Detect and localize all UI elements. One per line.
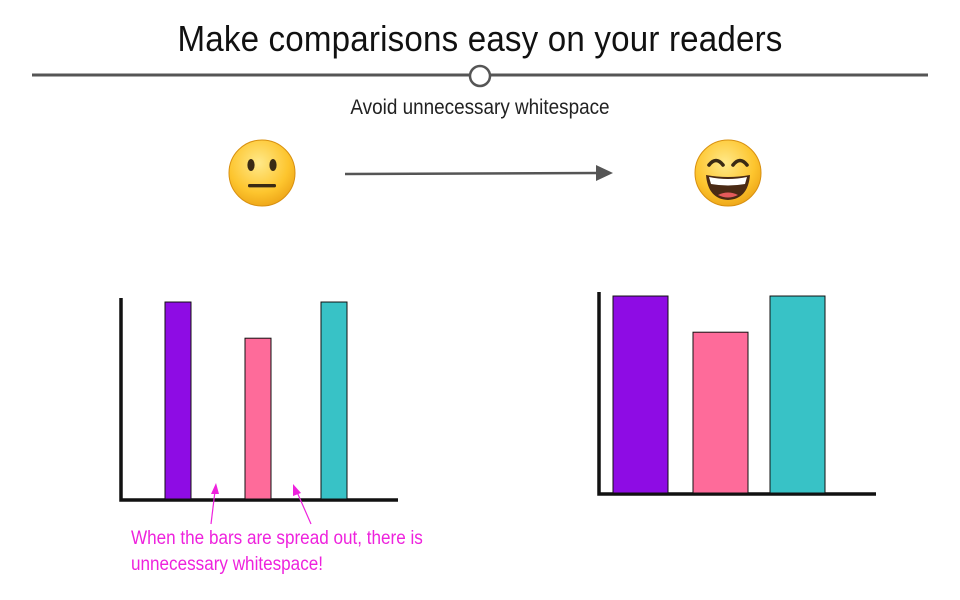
neutral-face-icon <box>228 139 296 207</box>
compact-bar-1 <box>612 295 669 494</box>
chart-compact-bars <box>612 295 826 494</box>
caption-line-1: When the bars are spread out, there is <box>131 528 423 549</box>
caption-line-2: unnecessary whitespace! <box>131 554 324 575</box>
chart-spread-bars <box>164 301 348 500</box>
divider-knob <box>468 64 492 88</box>
grinning-face-icon <box>694 139 762 207</box>
annotation-caption: When the bars are spread out, there is u… <box>131 526 455 578</box>
spread-bar-2 <box>244 337 272 500</box>
progression-arrow <box>344 165 613 181</box>
compact-bar-2 <box>692 331 749 494</box>
subtitle: Avoid unnecessary whitespace <box>350 96 610 119</box>
chart-spread-axes <box>119 298 398 502</box>
spread-bar-1 <box>164 301 192 500</box>
spread-bar-3 <box>320 301 348 500</box>
whitespace-pointer-2 <box>293 484 312 525</box>
whitespace-pointer-1 <box>210 483 219 525</box>
chart-compact-axes <box>597 292 876 496</box>
compact-bar-3 <box>769 295 826 494</box>
page-title: Make comparisons easy on your readers <box>177 18 783 59</box>
